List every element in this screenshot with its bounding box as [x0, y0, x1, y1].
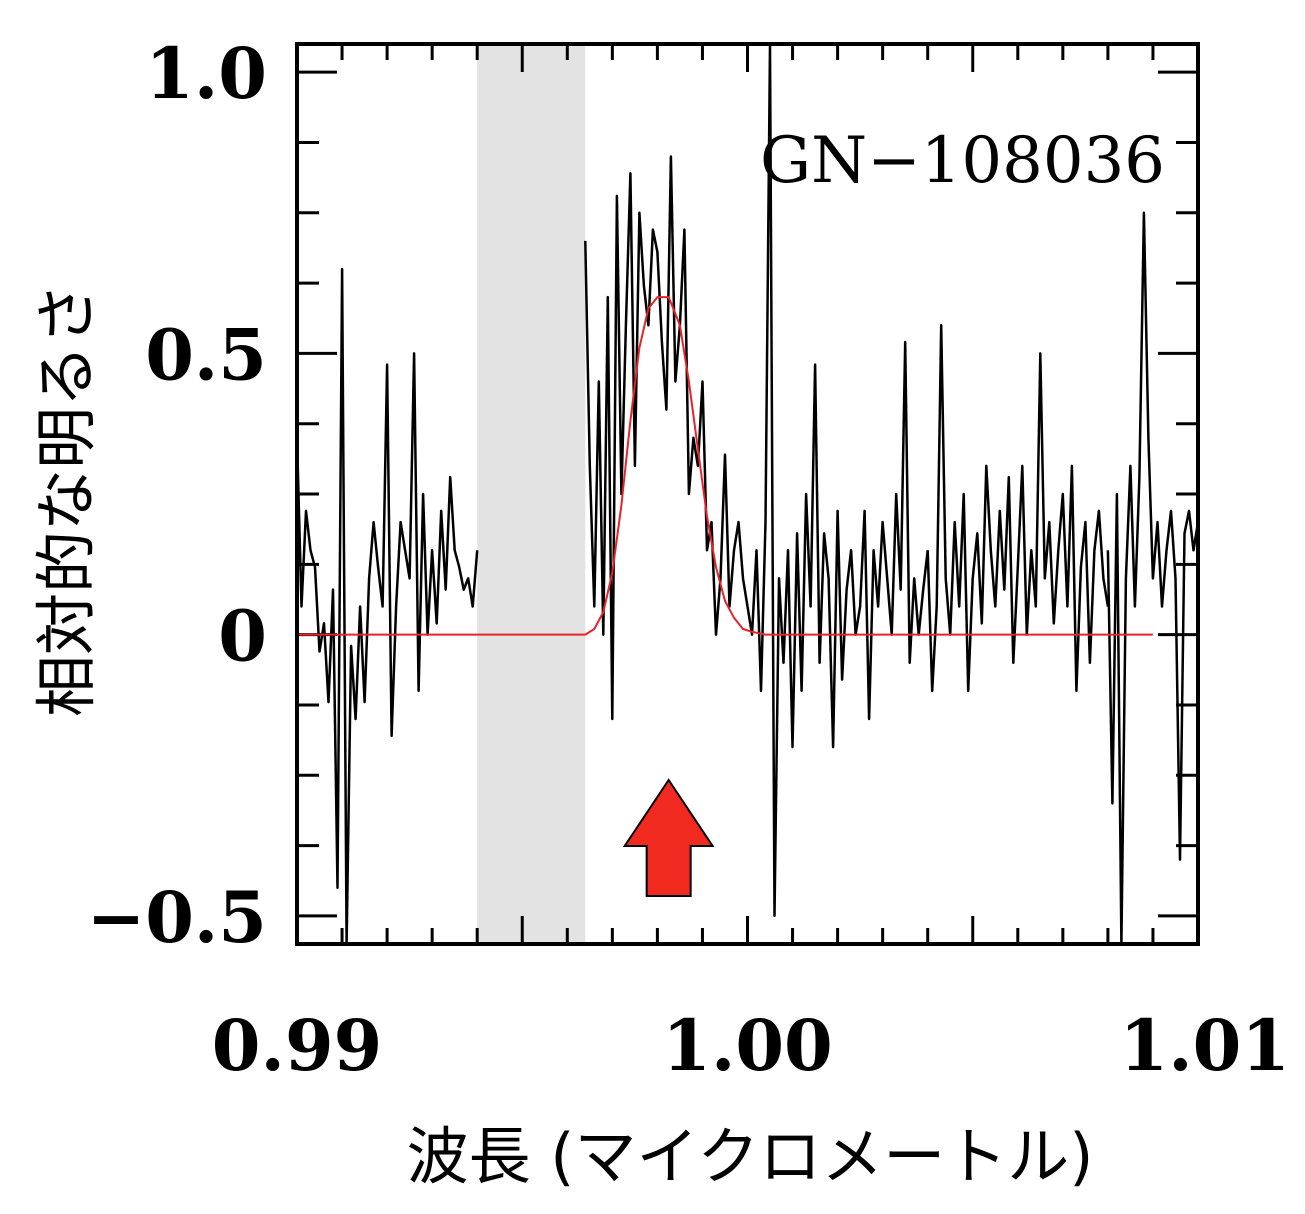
emission-line-arrow: [622, 778, 715, 897]
x-tick-label: 1.01: [1120, 1004, 1291, 1087]
spectrum-line-segment-3: [926, 324, 1110, 693]
annotation-label: GN−108036: [760, 124, 1165, 198]
y-tick-label: 0: [218, 595, 267, 678]
plot-frame: [295, 42, 1200, 946]
spectrum-line-segment-1: [584, 155, 749, 721]
y-tick-label: 1.0: [145, 32, 267, 115]
y-axis-title: 相対的な明るさ: [30, 283, 103, 717]
gaussian-fit-line-segment-0: [297, 296, 1153, 636]
spectrum-line-segment-0: [295, 267, 479, 946]
y-tick-labels: 1.0 0.5 0 −0.5: [87, 32, 267, 959]
spectrum-line-segment-4: [1106, 211, 1200, 946]
x-tick-labels: 0.99 1.00 1.01: [212, 1004, 1290, 1087]
y-tick-label: 0.5: [145, 313, 267, 396]
x-axis-title: 波長 (マイクロメートル): [407, 1120, 1094, 1193]
masked-region: [477, 44, 586, 944]
series-layer: [295, 42, 1200, 946]
y-tick-label: −0.5: [87, 876, 267, 959]
x-tick-label: 0.99: [212, 1004, 383, 1087]
x-tick-label: 1.00: [662, 1004, 833, 1087]
spectrum-line-segment-2: [746, 42, 929, 918]
